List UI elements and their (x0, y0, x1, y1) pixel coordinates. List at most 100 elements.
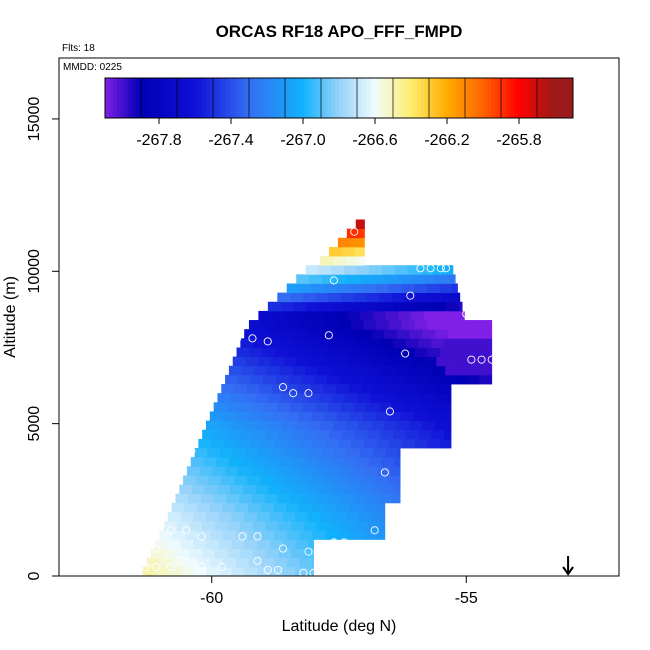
colorbar-segment (198, 78, 203, 118)
heatmap-cell (242, 393, 257, 403)
heatmap-cell (248, 411, 262, 421)
heatmap-cell (272, 384, 286, 394)
heatmap-cell (204, 484, 218, 495)
heatmap-cell (287, 438, 301, 449)
colorbar-segment (159, 78, 164, 118)
heatmap-cell (268, 393, 282, 403)
colorbar-segment (374, 78, 379, 118)
heatmap-cell (330, 457, 344, 467)
heatmap-cell (329, 246, 343, 257)
colorbar-segment (545, 78, 551, 118)
heatmap-cell (276, 374, 290, 385)
observation-point (253, 556, 262, 565)
heatmap-cell (435, 420, 449, 431)
heatmap-cell (239, 402, 253, 412)
observation-point (467, 355, 476, 364)
heatmap-cell (222, 502, 236, 513)
observation-point (324, 331, 333, 340)
heatmap-cell (449, 356, 463, 367)
heatmap-cell (442, 292, 456, 303)
heatmap-cell (267, 301, 281, 312)
colorbar-segment (132, 78, 137, 118)
heatmap-cell (358, 256, 365, 266)
heatmap-cell (379, 493, 393, 504)
heatmap-cell (250, 466, 264, 476)
heatmap-cell (171, 502, 185, 513)
heatmap-cell (267, 365, 281, 376)
colorbar-segment (526, 78, 531, 118)
heatmap-cell (455, 292, 461, 303)
colorbar-segment (307, 78, 313, 118)
heatmap-cell (395, 301, 409, 312)
heatmap-cells (142, 219, 493, 577)
heatmap-cell (344, 484, 358, 495)
heatmap-cell (447, 420, 452, 431)
heatmap-cell (358, 512, 372, 522)
observation-point (304, 389, 313, 398)
colorbar-segment (475, 78, 480, 118)
heatmap-cell (414, 347, 428, 358)
heatmap-cell (372, 356, 386, 367)
heatmap-cell (208, 475, 222, 485)
heatmap-cell (440, 438, 452, 449)
heatmap-cell (168, 566, 182, 577)
colorbar-segment (346, 78, 352, 118)
heatmap-cell (218, 420, 232, 431)
observation-point (263, 565, 272, 574)
colorbar-segment (237, 78, 242, 118)
heatmap-cell (436, 274, 450, 284)
heatmap-cell (382, 265, 396, 275)
observation-point (187, 447, 196, 456)
heatmap-cell (199, 466, 213, 476)
heatmap-cell (375, 283, 389, 294)
heatmap-cell (265, 429, 279, 440)
observation-point (197, 562, 206, 571)
heatmap-cell (344, 393, 358, 403)
colorbar-segment (124, 78, 129, 118)
heatmap-cell (301, 374, 315, 385)
heatmap-cell (214, 548, 228, 559)
heatmap-cell (318, 301, 332, 312)
heatmap-cell (267, 457, 281, 467)
heatmap-cell (385, 356, 399, 367)
heatmap-cell (274, 530, 288, 540)
heatmap-cell (411, 310, 425, 321)
heatmap-cell (409, 329, 423, 339)
colorbar-segment (206, 78, 211, 118)
heatmap-cell (399, 384, 413, 394)
colorbar-tick-label: -267.8 (136, 132, 181, 149)
heatmap-cell (337, 502, 351, 513)
heatmap-cell (331, 265, 345, 275)
heatmap-cell (277, 292, 291, 303)
heatmap-cell (179, 484, 193, 495)
heatmap-cell (352, 374, 366, 385)
heatmap-cell (303, 548, 314, 559)
heatmap-cell (274, 347, 288, 358)
heatmap-cell (244, 566, 258, 577)
colorbar-segment (463, 78, 469, 118)
heatmap-cell (282, 539, 296, 549)
colorbar-segment (284, 78, 289, 118)
observation-point (380, 468, 389, 477)
heatmap-cell (211, 438, 225, 449)
heatmap-cell (254, 365, 268, 376)
heatmap-cell (288, 374, 302, 385)
observation-point (355, 562, 364, 571)
heatmap-cell (332, 256, 346, 266)
heatmap-cell (163, 548, 177, 559)
heatmap-cell (307, 512, 321, 522)
colorbar-segment (565, 78, 570, 118)
heatmap-cell (355, 219, 365, 230)
colorbar-segment (483, 78, 488, 118)
heatmap-cell (356, 265, 370, 275)
heatmap-cell (295, 512, 309, 522)
heatmap-cell (430, 292, 444, 303)
heatmap-cell (347, 274, 361, 284)
observation-point (273, 565, 282, 574)
heatmap-cell (193, 566, 207, 577)
colorbar-segment (112, 78, 118, 118)
observation-point (233, 334, 242, 343)
heatmap-cell (234, 475, 248, 485)
heatmap-cell (189, 548, 203, 559)
